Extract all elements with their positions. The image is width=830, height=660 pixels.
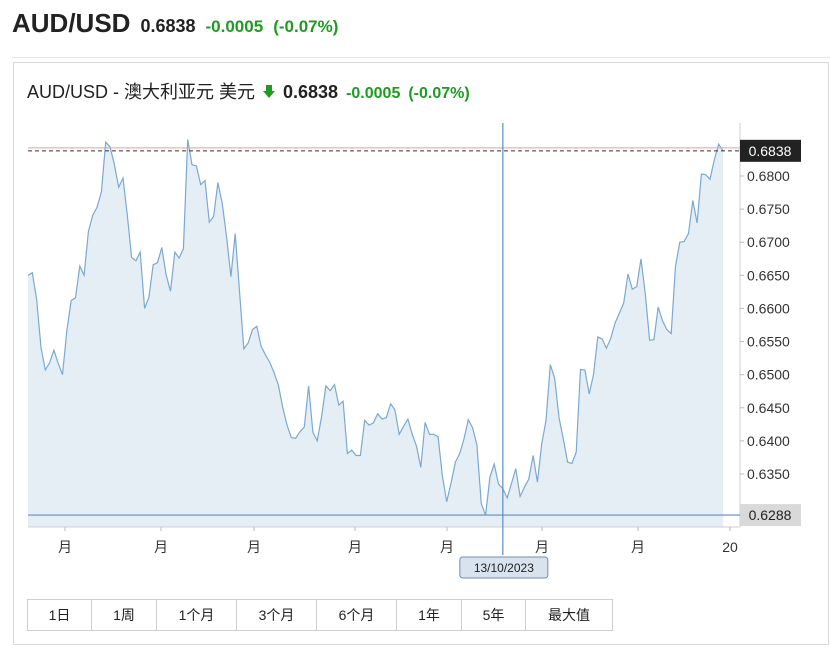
- crosshair-value-tag: [740, 504, 801, 527]
- y-tick-label: 0.6500: [747, 367, 790, 383]
- y-tick-label: 0.6400: [747, 433, 790, 449]
- symbol-title: AUD/USD: [12, 8, 131, 38]
- chart-header: AUD/USD - 澳大利亚元 美元 0.6838 -0.0005 (-0.07…: [27, 78, 470, 104]
- period-button-1y[interactable]: 1年: [397, 600, 462, 630]
- y-tick-label: 0.6450: [747, 400, 790, 416]
- price-change: -0.0005: [205, 17, 264, 36]
- y-tick-label: 0.6350: [747, 466, 790, 482]
- header-divider: [12, 57, 830, 58]
- period-button-3m[interactable]: 3个月: [237, 600, 317, 630]
- period-button-5y[interactable]: 5年: [462, 600, 526, 630]
- chart-instrument-name: AUD/USD - 澳大利亚元 美元: [27, 82, 256, 102]
- x-tick-label: 月: [535, 539, 549, 555]
- last-price-label: 0.6838: [749, 143, 792, 159]
- x-tick-label: 月: [440, 539, 454, 555]
- y-tick-label: 0.6600: [747, 300, 790, 316]
- price-area: [28, 139, 723, 527]
- y-tick-label: 0.6650: [747, 267, 790, 283]
- period-button-1m[interactable]: 1个月: [157, 600, 237, 630]
- crosshair-date-label: 13/10/2023: [474, 561, 534, 575]
- y-tick-label: 0.6800: [747, 168, 790, 184]
- price-change-percent: (-0.07%): [273, 17, 339, 36]
- chart-price: 0.6838: [283, 82, 339, 102]
- y-tick-label: 0.6550: [747, 334, 790, 350]
- period-button-1d[interactable]: 1日: [28, 600, 92, 630]
- current-price: 0.6838: [140, 16, 196, 36]
- crosshair-value-label: 0.6288: [749, 507, 792, 523]
- chart-price-change: -0.0005: [346, 85, 401, 102]
- x-tick-label: 月: [154, 539, 168, 555]
- x-tick-label: 月: [631, 539, 645, 555]
- period-selector: 1日 1周 1个月 3个月 6个月 1年 5年 最大值: [27, 599, 613, 631]
- y-tick-label: 0.6750: [747, 201, 790, 217]
- y-tick-label: 0.6700: [747, 234, 790, 250]
- x-tick-label: 月: [247, 539, 261, 555]
- x-tick-label: 20: [722, 539, 738, 555]
- last-price-tag: [740, 139, 801, 162]
- period-button-6m[interactable]: 6个月: [317, 600, 397, 630]
- page-header: AUD/USD 0.6838 -0.0005 (-0.07%): [12, 8, 338, 44]
- period-button-max[interactable]: 最大值: [526, 600, 612, 630]
- crosshair-date-tag: [459, 556, 549, 579]
- x-tick-label: 月: [58, 539, 72, 555]
- period-button-1w[interactable]: 1周: [92, 600, 157, 630]
- x-tick-label: 月: [348, 539, 362, 555]
- chart-price-change-percent: (-0.07%): [408, 85, 470, 102]
- arrow-down-icon: [263, 85, 276, 99]
- price-line: [27, 139, 724, 516]
